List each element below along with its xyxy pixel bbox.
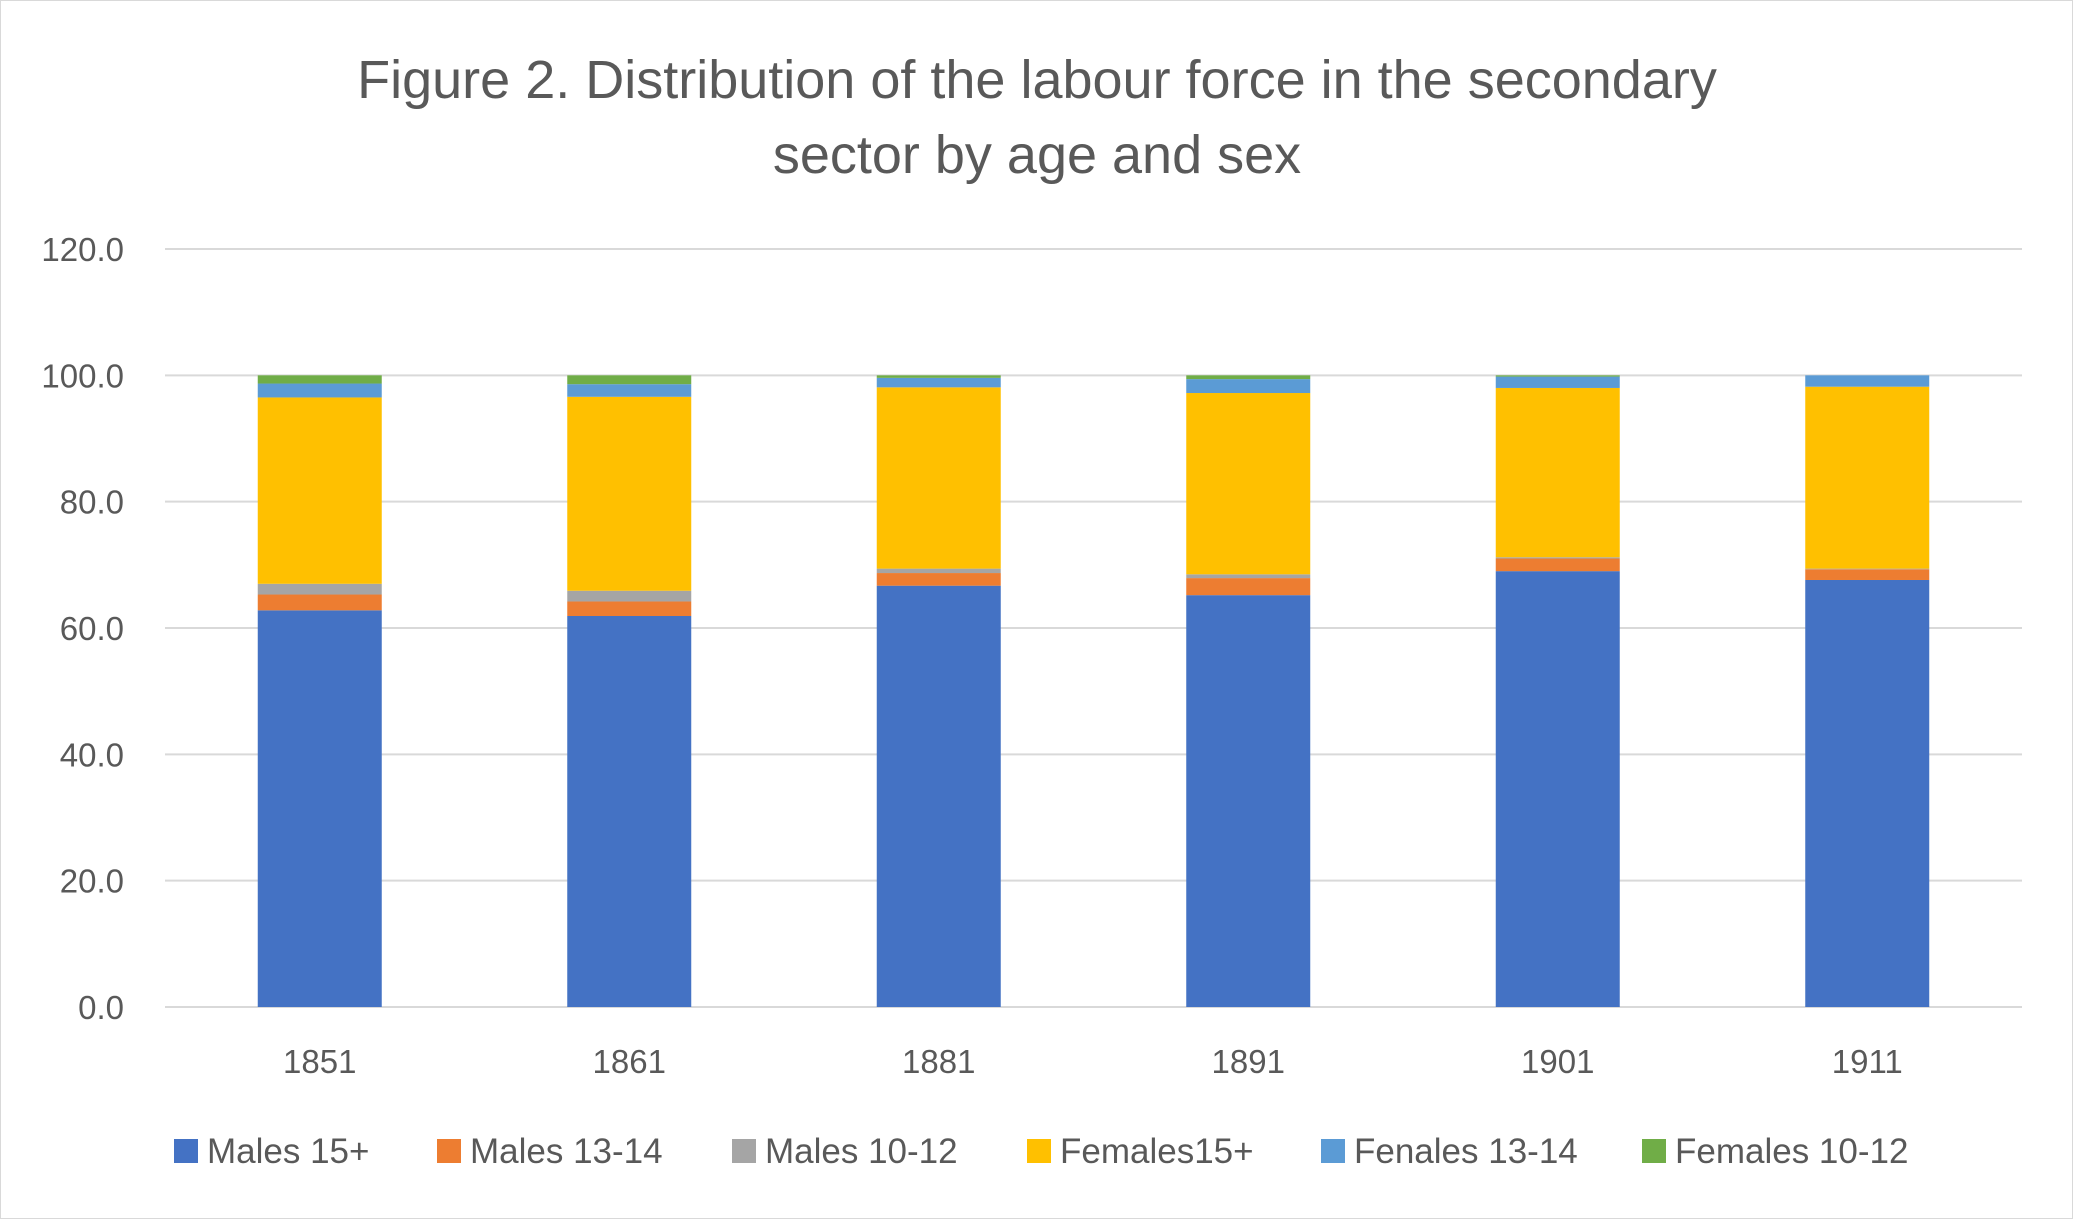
legend-item: Males 15+ — [174, 1132, 369, 1171]
bar-segment — [1805, 386, 1930, 569]
bar-segment — [257, 610, 382, 1007]
y-tick-label: 20.0 — [60, 863, 124, 900]
bar-segment — [1186, 574, 1311, 579]
bar-stack-1901 — [1495, 375, 1620, 1007]
bar-segment — [876, 568, 1001, 574]
y-tick-label: 100.0 — [41, 357, 124, 394]
y-tick-label: 0.0 — [78, 989, 124, 1026]
bar-segment — [1805, 579, 1930, 1007]
bar-segment — [257, 397, 382, 584]
bar-segment — [257, 583, 382, 595]
legend-item: Fenales 13-14 — [1321, 1132, 1578, 1171]
bar-segment — [1495, 376, 1620, 388]
x-axis-tick-labels: 1851 1861 1881 1891 1901 1911 — [283, 1043, 1903, 1080]
legend-swatch — [732, 1139, 756, 1163]
bar-stack-1861 — [567, 375, 692, 1007]
legend-swatch — [174, 1139, 198, 1163]
x-tick-label: 1891 — [1212, 1043, 1285, 1080]
y-tick-label: 60.0 — [60, 610, 124, 647]
legend-label: Males 10-12 — [765, 1132, 958, 1171]
legend-item: Males 13-14 — [437, 1132, 663, 1171]
x-tick-label: 1911 — [1832, 1043, 1903, 1080]
bar-segment — [876, 585, 1001, 1007]
y-tick-label: 40.0 — [60, 736, 124, 773]
bar-segment — [567, 396, 692, 591]
bar-segment — [1186, 578, 1311, 596]
legend-label: Fenales 13-14 — [1354, 1132, 1578, 1171]
legend-label: Females 10-12 — [1675, 1132, 1908, 1171]
legend-swatch — [1027, 1139, 1051, 1163]
legend-label: Males 15+ — [207, 1132, 369, 1171]
gridlines — [165, 248, 2022, 1008]
bar-segment — [257, 375, 382, 384]
bar-segment — [567, 384, 692, 397]
legend-label: Females15+ — [1060, 1132, 1254, 1171]
bar-segment — [876, 375, 1001, 378]
legend-label: Males 13-14 — [470, 1132, 663, 1171]
x-tick-label: 1861 — [593, 1043, 666, 1080]
bar-segment — [257, 594, 382, 611]
bar-segment — [1495, 557, 1620, 559]
legend-item: Females15+ — [1027, 1132, 1254, 1171]
chart-title-line-1: Figure 2. Distribution of the labour for… — [357, 50, 1717, 110]
bar-segment — [257, 383, 382, 398]
bar-segment — [1186, 375, 1311, 380]
y-tick-label: 120.0 — [41, 231, 124, 268]
x-tick-label: 1851 — [283, 1043, 356, 1080]
bar-segment — [1805, 568, 1930, 570]
bar-segment — [1495, 571, 1620, 1007]
bar-segment — [1805, 569, 1930, 580]
legend-swatch — [1642, 1139, 1666, 1163]
bar-segment — [1495, 558, 1620, 572]
bar-segment — [876, 387, 1001, 569]
x-tick-label: 1881 — [902, 1043, 975, 1080]
legend-swatch — [1321, 1139, 1345, 1163]
bar-segment — [1495, 375, 1620, 377]
bar-segment — [567, 601, 692, 616]
chart-title: Figure 2. Distribution of the labour for… — [357, 50, 1717, 185]
legend-item: Males 10-12 — [732, 1132, 958, 1171]
legend: Males 15+ Males 13-14 Males 10-12 Females15… — [174, 1132, 1908, 1171]
chart-title-line-2: sector by age and sex — [773, 125, 1301, 185]
bars — [257, 375, 1930, 1007]
x-tick-label: 1901 — [1521, 1043, 1594, 1080]
bar-stack-1851 — [257, 375, 382, 1007]
bar-segment — [1186, 379, 1311, 394]
bar-segment — [567, 590, 692, 602]
y-axis-tick-labels: 0.0 20.0 40.0 60.0 80.0 100.0 120.0 — [41, 231, 124, 1026]
y-tick-label: 80.0 — [60, 484, 124, 521]
bar-stack-1891 — [1186, 375, 1311, 1007]
bar-segment — [1186, 393, 1311, 575]
legend-swatch — [437, 1139, 461, 1163]
bar-segment — [1805, 375, 1930, 387]
bar-segment — [567, 615, 692, 1007]
bar-stack-1881 — [876, 375, 1001, 1007]
bar-segment — [1186, 595, 1311, 1007]
bar-segment — [567, 375, 692, 385]
bar-segment — [876, 377, 1001, 388]
bar-stack-1911 — [1805, 375, 1930, 1007]
bar-segment — [876, 573, 1001, 586]
bar-segment — [1495, 387, 1620, 558]
legend-item: Females 10-12 — [1642, 1132, 1908, 1171]
